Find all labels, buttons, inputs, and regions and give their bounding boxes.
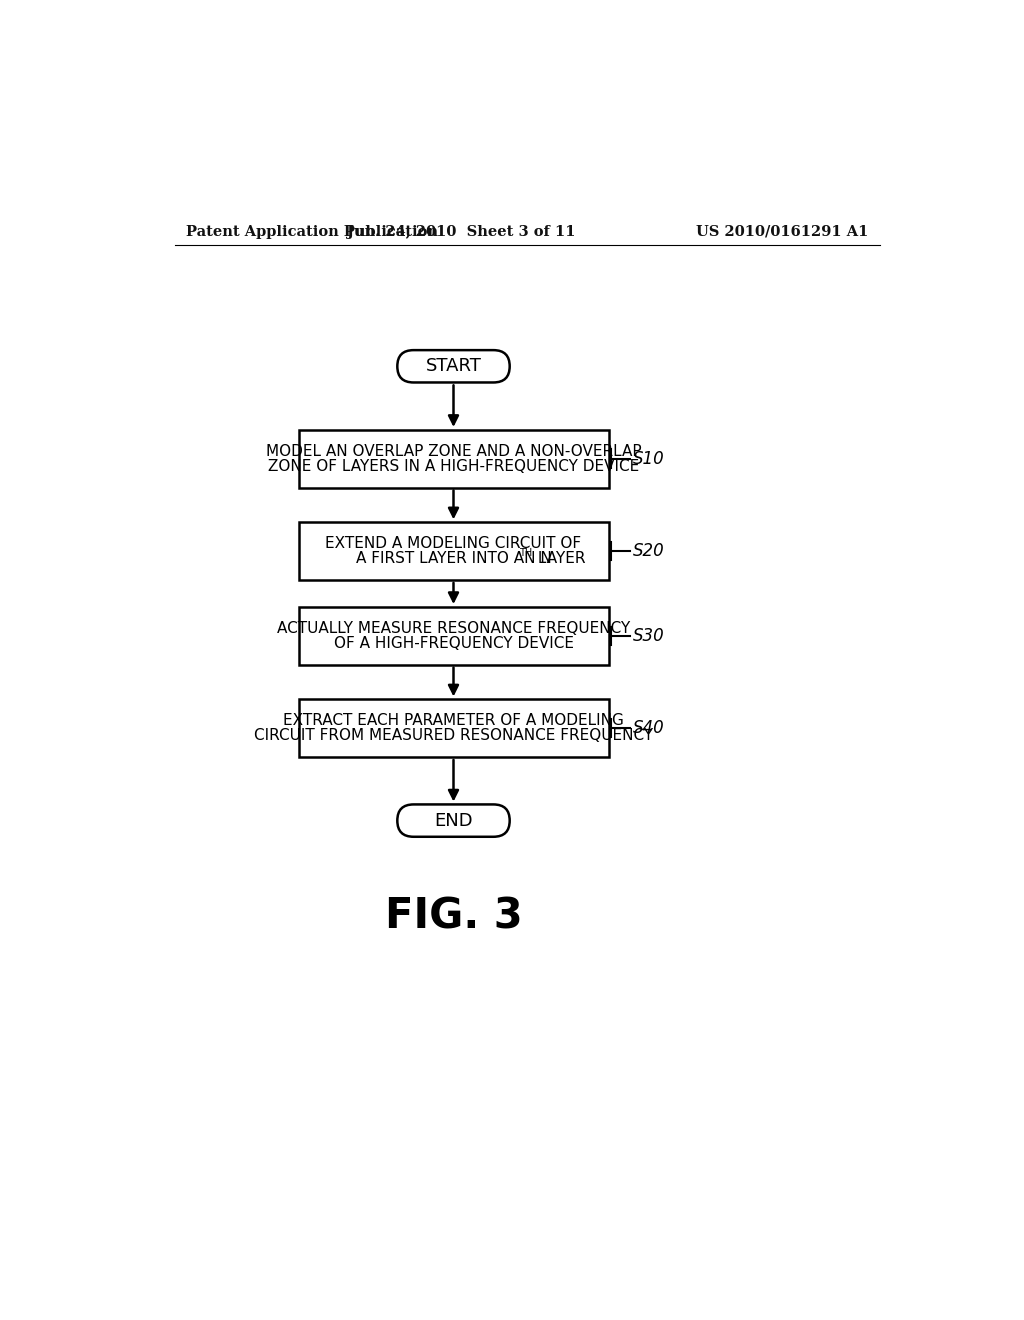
Text: TH: TH (518, 548, 531, 557)
FancyBboxPatch shape (397, 350, 510, 383)
Text: MODEL AN OVERLAP ZONE AND A NON-OVERLAP: MODEL AN OVERLAP ZONE AND A NON-OVERLAP (265, 444, 641, 458)
Text: S20: S20 (633, 543, 665, 560)
FancyBboxPatch shape (299, 607, 608, 665)
Text: A FIRST LAYER INTO AN N: A FIRST LAYER INTO AN N (355, 552, 551, 566)
Text: Jun. 24, 2010  Sheet 3 of 11: Jun. 24, 2010 Sheet 3 of 11 (347, 224, 575, 239)
FancyBboxPatch shape (299, 523, 608, 579)
Text: END: END (434, 812, 473, 829)
FancyBboxPatch shape (299, 700, 608, 758)
Text: START: START (426, 358, 481, 375)
Text: S10: S10 (633, 450, 665, 467)
FancyBboxPatch shape (397, 804, 510, 837)
Text: FIG. 3: FIG. 3 (385, 896, 522, 937)
Text: EXTEND A MODELING CIRCUIT OF: EXTEND A MODELING CIRCUIT OF (326, 536, 582, 550)
Text: LAYER: LAYER (532, 552, 585, 566)
Text: EXTRACT EACH PARAMETER OF A MODELING: EXTRACT EACH PARAMETER OF A MODELING (283, 713, 624, 729)
Text: Patent Application Publication: Patent Application Publication (186, 224, 438, 239)
FancyBboxPatch shape (299, 430, 608, 487)
Text: S40: S40 (633, 719, 665, 737)
Text: US 2010/0161291 A1: US 2010/0161291 A1 (695, 224, 868, 239)
Text: CIRCUIT FROM MEASURED RESONANCE FREQUENCY: CIRCUIT FROM MEASURED RESONANCE FREQUENC… (254, 729, 653, 743)
Text: ACTUALLY MEASURE RESONANCE FREQUENCY: ACTUALLY MEASURE RESONANCE FREQUENCY (276, 620, 630, 636)
Text: OF A HIGH-FREQUENCY DEVICE: OF A HIGH-FREQUENCY DEVICE (334, 636, 573, 651)
Text: ZONE OF LAYERS IN A HIGH-FREQUENCY DEVICE: ZONE OF LAYERS IN A HIGH-FREQUENCY DEVIC… (268, 459, 639, 474)
Text: S30: S30 (633, 627, 665, 644)
